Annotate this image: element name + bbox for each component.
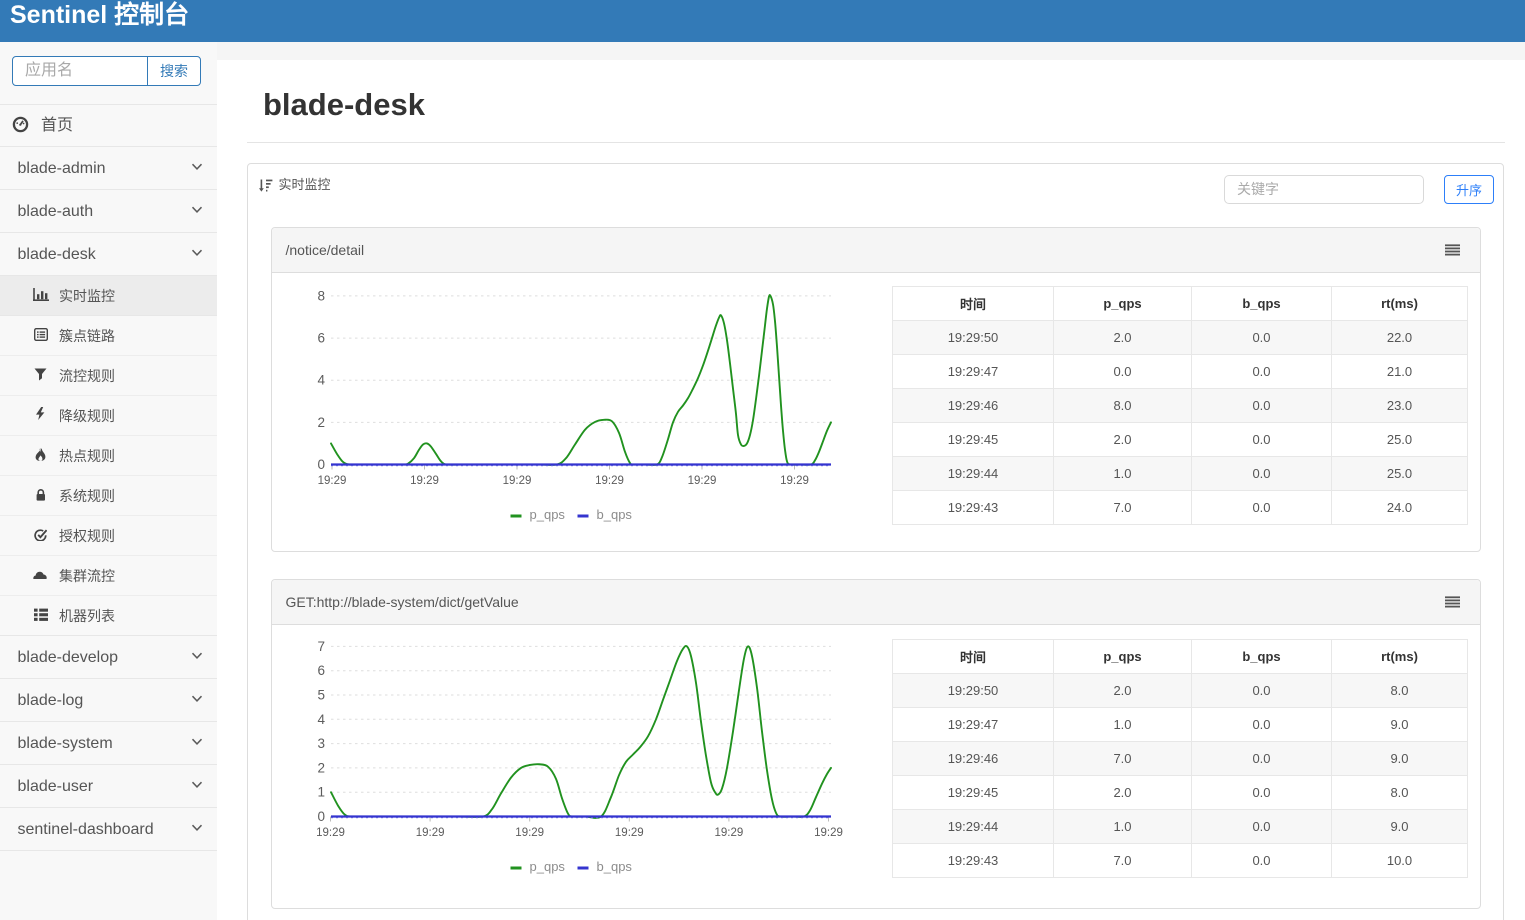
svg-text:19:29: 19:29: [595, 475, 624, 487]
svg-text:p_qps: p_qps: [530, 507, 566, 522]
svg-text:8: 8: [317, 288, 325, 303]
svg-text:5: 5: [317, 688, 325, 703]
svg-text:19:29: 19:29: [316, 827, 345, 839]
svg-text:19:29: 19:29: [515, 827, 544, 839]
svg-text:1: 1: [317, 785, 325, 800]
svg-text:7: 7: [317, 639, 325, 654]
svg-text:b_qps: b_qps: [597, 859, 633, 874]
svg-text:19:29: 19:29: [688, 475, 717, 487]
svg-text:19:29: 19:29: [503, 475, 532, 487]
svg-text:19:29: 19:29: [780, 475, 809, 487]
svg-text:19:29: 19:29: [318, 475, 347, 487]
svg-text:2: 2: [317, 760, 325, 775]
svg-text:p_qps: p_qps: [530, 859, 566, 874]
svg-text:4: 4: [317, 712, 325, 727]
svg-text:2: 2: [317, 415, 325, 430]
svg-text:6: 6: [317, 663, 325, 678]
svg-text:0: 0: [317, 457, 325, 472]
svg-text:6: 6: [317, 331, 325, 346]
svg-text:3: 3: [317, 736, 325, 751]
svg-text:b_qps: b_qps: [597, 507, 633, 522]
svg-text:19:29: 19:29: [416, 827, 445, 839]
svg-text:19:29: 19:29: [615, 827, 644, 839]
svg-text:19:29: 19:29: [814, 827, 843, 839]
svg-text:19:29: 19:29: [715, 827, 744, 839]
svg-text:4: 4: [317, 373, 325, 388]
svg-text:0: 0: [317, 809, 325, 824]
svg-text:19:29: 19:29: [410, 475, 439, 487]
